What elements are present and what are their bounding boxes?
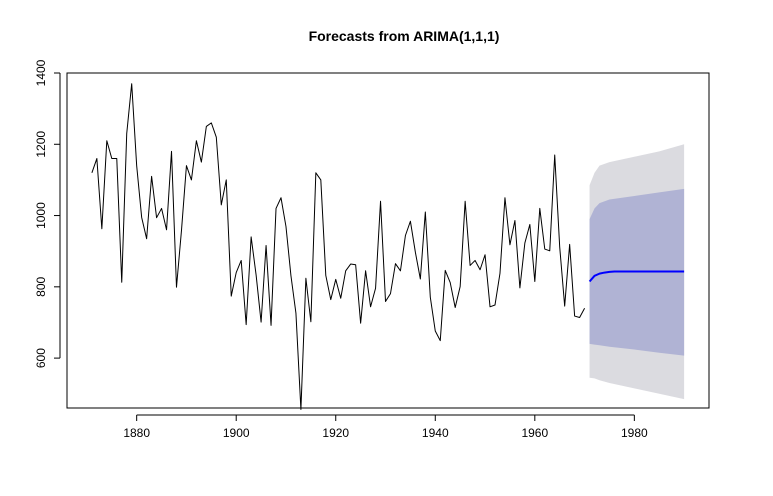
forecast-line bbox=[588, 270, 685, 283]
series-lines bbox=[91, 83, 685, 410]
x-tick-label: 1980 bbox=[621, 426, 648, 440]
chart-title: Forecasts from ARIMA(1,1,1) bbox=[309, 28, 500, 44]
x-tick-label: 1880 bbox=[123, 426, 150, 440]
x-tick-label: 1920 bbox=[322, 426, 349, 440]
y-tick-label: 800 bbox=[34, 276, 48, 296]
y-tick-label: 1200 bbox=[34, 131, 48, 158]
y-tick-label: 1400 bbox=[34, 59, 48, 86]
y-tick-label: 1000 bbox=[34, 202, 48, 229]
plot-frame bbox=[66, 72, 710, 409]
x-tick-label: 1940 bbox=[422, 426, 449, 440]
x-tick-label: 1900 bbox=[223, 426, 250, 440]
axes: 1880 1900 1920 1940 1960 1980 600 800 1000 1200 14… bbox=[34, 59, 648, 440]
y-tick-label: 600 bbox=[34, 348, 48, 368]
observed-line bbox=[91, 83, 586, 410]
x-tick-label: 1960 bbox=[521, 426, 548, 440]
